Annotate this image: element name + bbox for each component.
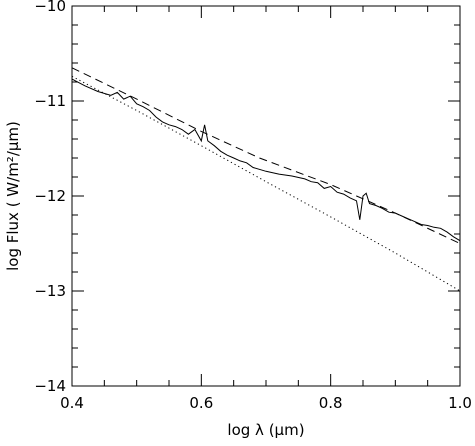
series-solid-line — [71, 78, 461, 242]
x-tick-label: 0.8 — [319, 394, 343, 412]
x-tick-label: 1.0 — [448, 394, 472, 412]
x-axis-label: log λ (μm) — [227, 421, 304, 439]
y-tick-label: −14 — [34, 377, 66, 395]
y-tick-label: −13 — [34, 282, 66, 300]
y-axis-label: log Flux ( W/m²/μm) — [4, 121, 22, 271]
x-tick-label: 0.6 — [189, 394, 213, 412]
plot-frame — [71, 5, 461, 387]
series-dotted-line — [71, 75, 461, 292]
x-tick-label: 0.4 — [60, 394, 84, 412]
y-tick-label: −10 — [34, 0, 66, 15]
y-tick-label: −11 — [34, 92, 66, 110]
series-layer — [71, 67, 461, 292]
series-dashed-line — [71, 67, 461, 244]
y-tick-label: −12 — [34, 187, 66, 205]
axis-ticks: 0.4 0.6 0.8 1.0 −14 −13 −12 −11 −10 — [34, 0, 472, 412]
